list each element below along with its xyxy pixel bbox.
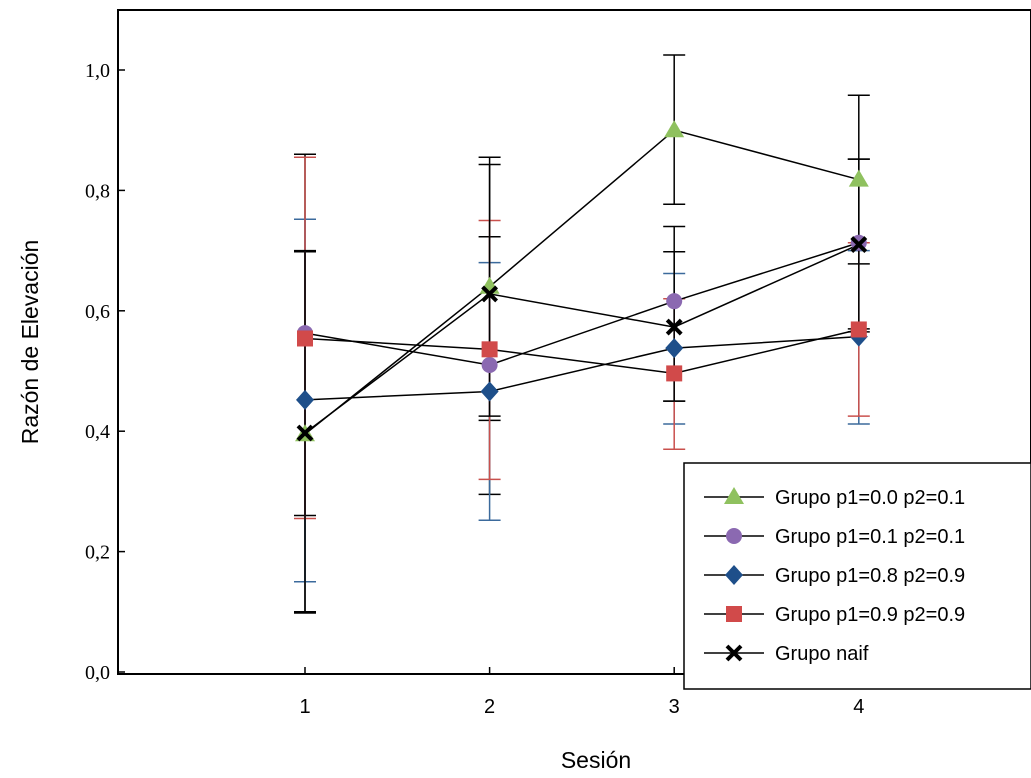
legend-label: Grupo p1=0.0 p2=0.1 [775, 487, 965, 509]
legend-item: Grupo p1=0.9 p2=0.9 [704, 604, 965, 626]
legend-marker [725, 644, 743, 662]
data-point [664, 120, 685, 138]
y-tick-label: 0,0 [85, 662, 110, 684]
legend-label: Grupo p1=0.8 p2=0.9 [775, 565, 965, 587]
y-tick-label: 0,2 [85, 542, 110, 564]
y-tick-label: 1,0 [85, 60, 110, 82]
series-line-1 [304, 129, 859, 435]
series-markers-2 [297, 234, 867, 373]
y-tick-label: 0,6 [85, 301, 110, 323]
x-tick-label: 2 [484, 696, 495, 718]
legend-item: Grupo naif [704, 643, 869, 665]
x-axis-title: Sesión [561, 747, 631, 773]
series-line-3 [304, 335, 859, 401]
data-point [480, 381, 499, 402]
legend-marker [725, 565, 743, 585]
plot-frame [117, 9, 1031, 675]
data-point [297, 330, 313, 347]
data-point [481, 356, 498, 373]
series-line-2 [304, 242, 860, 366]
x-marker-stroke [296, 424, 314, 442]
data-point [481, 341, 498, 358]
legend-marker [724, 487, 744, 504]
x-marker-stroke [725, 644, 743, 662]
legend-marker [726, 528, 742, 544]
data-point [665, 338, 684, 359]
y-axis: 0,0 0,2 0,4 0,6 0,8 1,0 [85, 60, 125, 684]
series-markers-4 [297, 321, 867, 382]
data-point [850, 321, 867, 338]
legend-item: Grupo p1=0.0 p2=0.1 [704, 487, 965, 509]
x-tick-label: 4 [853, 696, 864, 718]
series-markers-5 [296, 236, 868, 442]
data-point [296, 389, 314, 410]
series-line-4 [304, 328, 859, 375]
legend-marker [726, 606, 742, 622]
data-point [848, 169, 869, 187]
data-point [481, 285, 499, 303]
data-point [666, 293, 683, 310]
legend-item: Grupo p1=0.1 p2=0.1 [704, 526, 965, 548]
y-tick-label: 0,4 [85, 421, 110, 443]
legend-label: Grupo p1=0.9 p2=0.9 [775, 604, 965, 626]
data-point [665, 318, 683, 336]
x-tick-label: 3 [669, 696, 680, 718]
data-point [296, 424, 314, 442]
legend-label: Grupo p1=0.1 p2=0.1 [775, 526, 965, 548]
data-point [850, 236, 868, 253]
x-marker-stroke [665, 318, 683, 336]
series-markers-1 [295, 120, 869, 442]
y-axis-title: Razón de Elevación [17, 240, 43, 445]
series-layer [294, 54, 870, 614]
legend: Grupo p1=0.0 p2=0.1 Grupo p1=0.1 p2=0.1 Gr… [683, 462, 1031, 690]
series-line-5 [304, 243, 860, 434]
x-marker-stroke [481, 285, 499, 303]
x-marker-stroke [850, 236, 868, 253]
y-tick-label: 0,8 [85, 180, 110, 202]
series-markers-3 [296, 326, 868, 410]
legend-item: Grupo p1=0.8 p2=0.9 [704, 565, 965, 587]
legend-label: Grupo naif [775, 643, 869, 665]
data-point [666, 365, 683, 382]
x-tick-label: 1 [299, 696, 310, 718]
